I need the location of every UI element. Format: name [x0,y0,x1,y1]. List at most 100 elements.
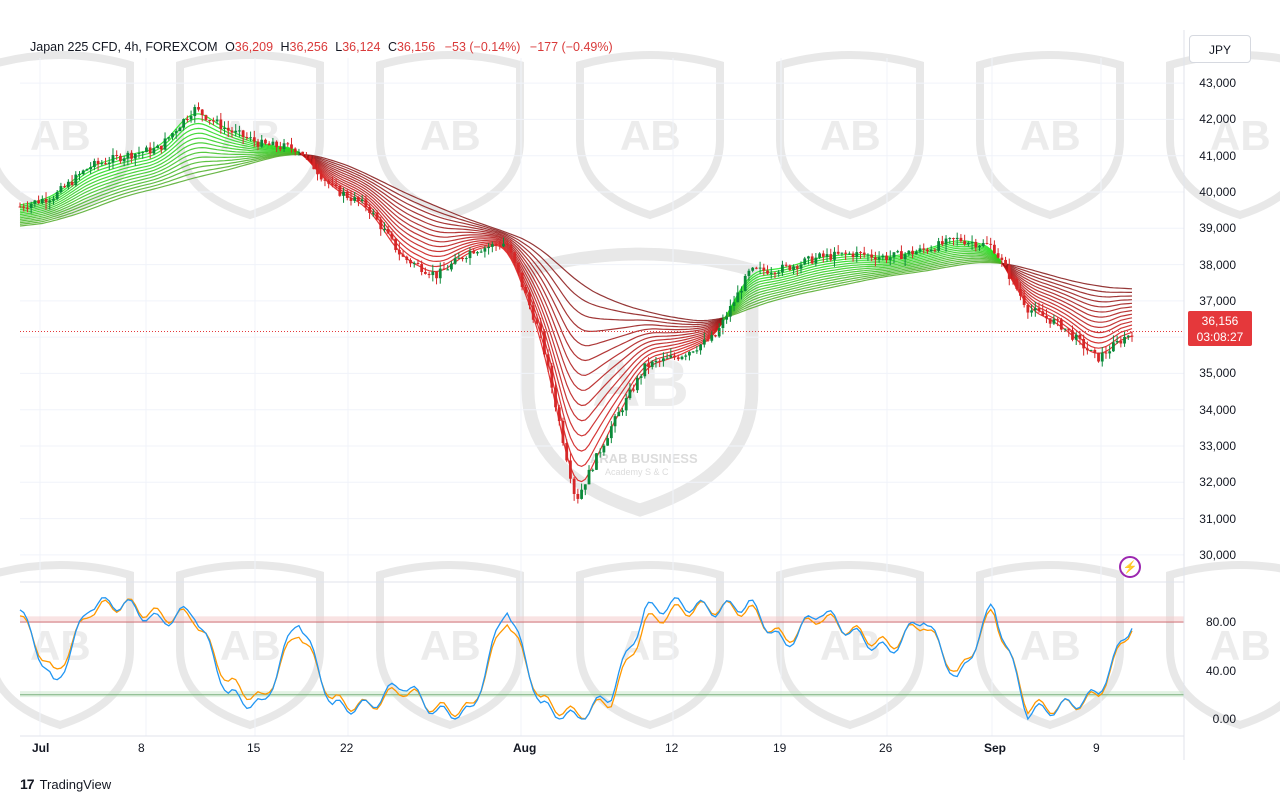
price-tick-label: 31,000 [1199,511,1236,526]
candle-body [952,238,955,240]
candle-body [721,319,725,329]
price-tick-label: 37,000 [1199,293,1236,308]
candle-body [405,256,409,261]
candle-body [591,469,595,471]
candle-body [688,351,691,356]
candle-body [1019,288,1022,296]
candle-body [219,119,223,129]
candle-body [319,174,323,180]
candle-body [1011,278,1015,280]
candle-body [394,238,398,250]
candle-body [617,412,621,417]
candle-body [446,269,450,271]
candle-body [773,272,777,274]
oversold-band [20,691,1184,698]
stoch-tick-label: 40.00 [1205,663,1236,678]
candle-body [918,248,922,252]
candle-body [833,251,836,260]
candle-body [1119,341,1123,344]
ribbon-line [722,249,1003,321]
ribbon-line [722,247,1003,321]
ribbon-line [1001,262,1133,290]
candle-body [859,252,862,254]
candle-body [702,339,706,345]
candle-body [524,287,528,294]
candle-body [1074,334,1078,340]
candle-body [275,141,279,148]
ribbon-line [19,122,300,209]
candle-body [803,258,807,265]
time-tick-label: Aug [513,741,537,755]
candle-body [66,181,70,187]
candle-body [877,257,881,260]
candle-body [948,238,952,240]
time-tick-label: 22 [340,741,354,755]
candle-body [955,237,959,240]
candle-body [44,198,48,203]
ribbon-line [1001,262,1133,308]
ribbon-line [722,245,1003,322]
currency-button[interactable]: JPY [1189,35,1251,63]
candle-body [304,155,308,157]
candle-body [732,302,736,307]
candle-body [572,478,576,494]
ribbon-line [722,243,1003,322]
candle-body [479,251,483,253]
watermark-letters: AB [1210,112,1271,159]
candle-body [249,137,252,139]
candle-body [130,152,133,159]
candlestick-series [18,102,1134,504]
candle-body [885,255,888,261]
candle-body [974,241,978,248]
candle-body [70,181,74,185]
candle-body [810,256,814,264]
candle-body [795,266,799,269]
candle-body [29,203,33,209]
time-tick-label: 15 [247,741,261,755]
candle-body [1089,349,1093,351]
lightning-icon[interactable]: ⚡ [1119,556,1141,578]
candle-body [855,252,859,258]
candle-body [818,253,821,258]
candle-body [539,323,543,332]
candle-body [386,229,390,234]
tradingview-logo[interactable]: 17 TradingView [20,776,111,792]
candle-body [1056,319,1060,321]
low-label: L [335,40,343,54]
candle-body [725,316,729,320]
candle-body [888,257,892,261]
candle-body [981,242,985,246]
candle-body [516,262,520,273]
candle-body [751,267,755,271]
ribbon-line [722,240,1003,323]
ribbon-line [19,153,299,224]
candle-body [836,251,840,254]
candle-body [74,174,78,185]
candle-body [847,253,851,255]
candle-body [706,339,710,341]
candle-body [1130,335,1134,337]
ribbon-line [19,142,300,216]
candle-body [494,244,498,246]
candle-body [264,139,267,144]
ribbon-line [1001,262,1133,329]
candle-body [409,260,412,264]
symbol-name[interactable]: Japan 225 CFD, 4h, FOREXCOM [30,40,218,54]
candle-body [728,306,732,317]
candle-body [583,484,587,490]
candle-body [754,267,758,269]
ribbon-line [1001,262,1132,293]
candle-body [792,266,795,270]
candle-body [52,198,55,201]
candle-body [63,186,67,188]
ribbon-line [1001,262,1133,318]
candle-body [92,160,96,168]
candle-body [1085,348,1089,351]
candle-body [1067,328,1071,331]
candle-body [989,243,993,245]
candle-body [1000,257,1004,260]
candle-body [609,426,613,439]
candle-body [1033,308,1037,311]
candle-body [1007,265,1011,279]
